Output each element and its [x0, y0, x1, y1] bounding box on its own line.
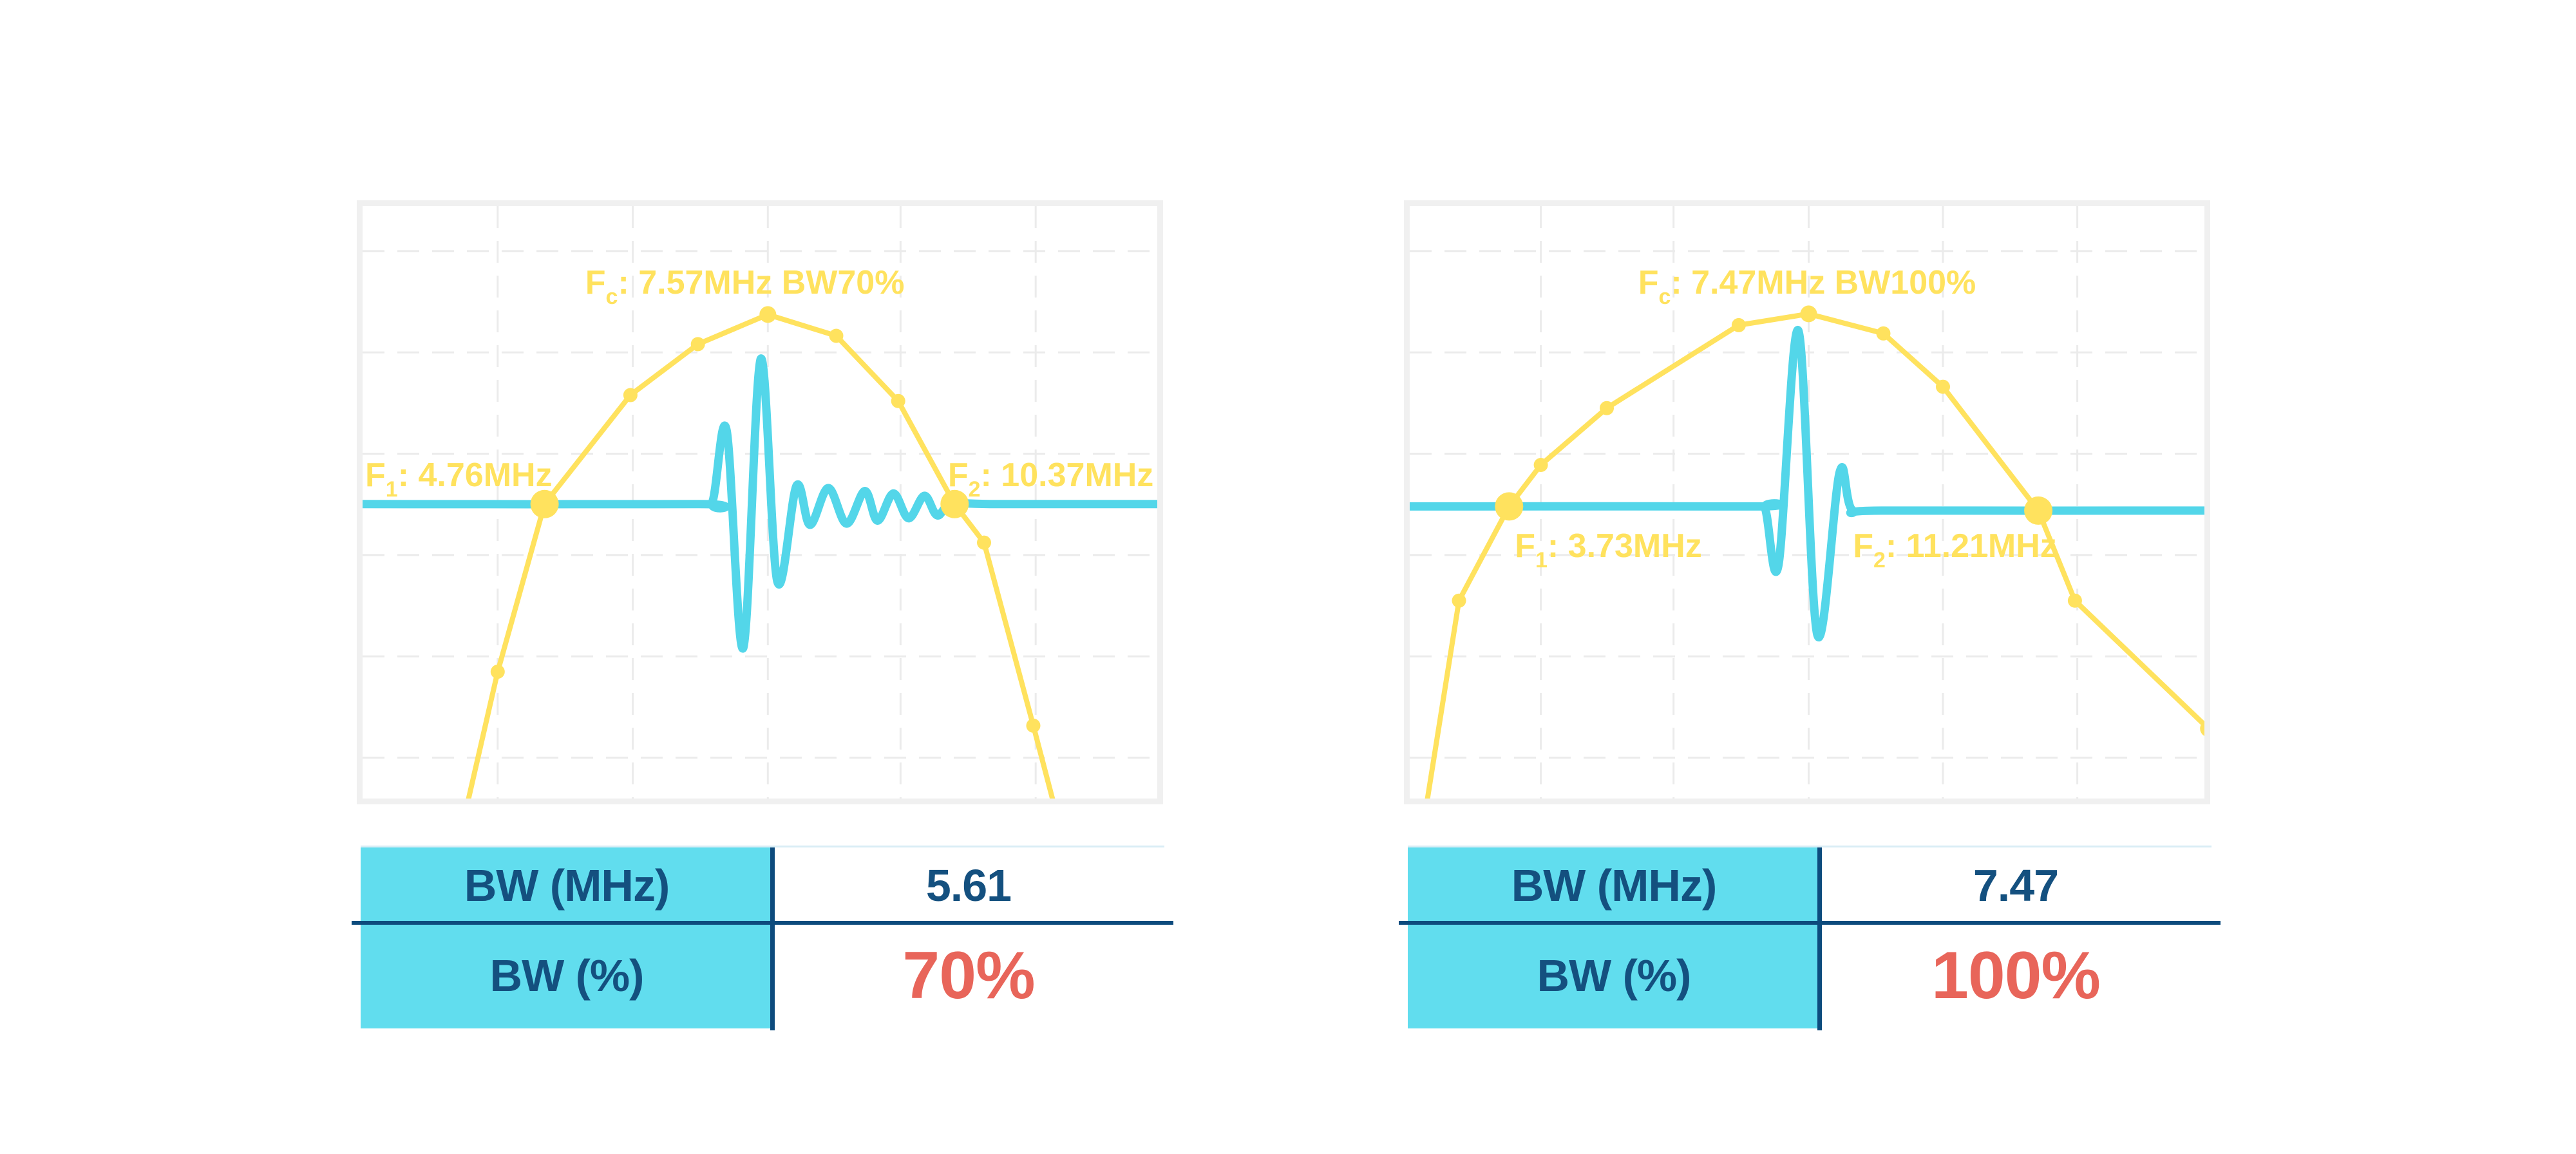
bw-table-bw100: BW (MHz) 7.47 BW (%) 100% — [1399, 846, 2221, 1030]
table-row-divider — [352, 921, 1173, 925]
spectrum-marker — [690, 337, 705, 352]
spectrum-chart-bw100-svg: Fc: 7.47MHz BW100% F1: 3.73MHz F2: 11.21MH… — [1410, 206, 2204, 799]
spectrum-marker — [2200, 721, 2204, 736]
pulse-waveform — [1410, 326, 2204, 642]
spectrum-curve — [1425, 311, 2204, 799]
f2-annotation: F2: 11.21MHz — [1853, 527, 2057, 572]
spectrum-marker — [623, 388, 638, 402]
spectrum-marker — [940, 489, 969, 518]
pulse-waveform — [363, 354, 1157, 653]
fc-annotation: Fc: 7.47MHz BW100% — [1638, 264, 1976, 309]
spectrum-marker — [1026, 718, 1041, 733]
spectrum-marker — [2024, 496, 2053, 525]
bw-mhz-value-cell: 5.61 — [925, 860, 1012, 911]
spectrum-marker — [530, 489, 559, 518]
spectrum-marker — [1495, 492, 1524, 521]
spectrum-marker — [1533, 458, 1548, 472]
spectrum-marker — [977, 535, 991, 550]
table-column-divider — [1817, 847, 1822, 1030]
spectrum-marker — [891, 393, 905, 408]
bw-percent-label-cell: BW (%) — [361, 923, 773, 1028]
spectrum-marker — [1936, 379, 1950, 394]
table-row: BW (%) 70% — [361, 923, 1164, 1028]
spectrum-marker — [759, 306, 777, 323]
bw-percent-value-cell: 70% — [902, 938, 1035, 1013]
bw-mhz-label-cell: BW (MHz) — [361, 847, 773, 923]
bw-table-bw70: BW (MHz) 5.61 BW (%) 70% — [352, 846, 1173, 1030]
spectrum-marker — [1800, 305, 1817, 323]
spectrum-chart-bw100: Fc: 7.47MHz BW100% F1: 3.73MHz F2: 11.21MH… — [1404, 200, 2210, 804]
bw-mhz-value-cell: 7.47 — [1973, 860, 2059, 911]
f1-annotation: F1: 3.73MHz — [1515, 527, 1702, 572]
spectrum-chart-bw70-svg: Fc: 7.57MHz BW70% F1: 4.76MHz F2: 10.37MHz — [363, 206, 1157, 799]
spectrum-marker — [1731, 317, 1746, 332]
spectrum-marker — [1600, 401, 1614, 415]
f1-annotation: F1: 4.76MHz — [365, 457, 553, 502]
fc-annotation: Fc: 7.57MHz BW70% — [585, 264, 905, 309]
table-row: BW (MHz) 7.47 — [1408, 847, 2211, 923]
f2-annotation: F2: 10.37MHz — [948, 457, 1153, 502]
spectrum-marker — [1452, 593, 1466, 608]
bw-percent-value-cell: 100% — [1931, 938, 2101, 1013]
table-row: BW (MHz) 5.61 — [361, 847, 1164, 923]
table-column-divider — [770, 847, 775, 1030]
table-row: BW (%) 100% — [1408, 923, 2211, 1028]
bw-percent-label-cell: BW (%) — [1408, 923, 1820, 1028]
spectrum-chart-bw70: Fc: 7.57MHz BW70% F1: 4.76MHz F2: 10.37MHz — [357, 200, 1163, 804]
spectrum-marker — [829, 328, 844, 343]
spectrum-curve — [466, 312, 1056, 799]
spectrum-marker — [1876, 326, 1891, 341]
spectrum-marker — [2067, 593, 2082, 608]
spectrum-marker — [490, 665, 505, 679]
bw-mhz-label-cell: BW (MHz) — [1408, 847, 1820, 923]
table-row-divider — [1399, 921, 2221, 925]
